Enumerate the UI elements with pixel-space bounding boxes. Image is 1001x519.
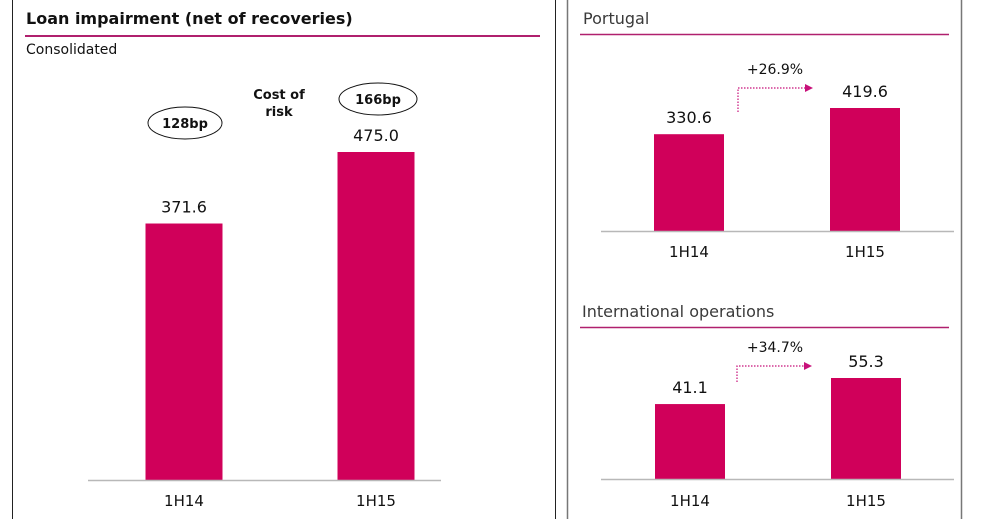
- international-arrowhead-icon: [804, 362, 812, 370]
- portugal-growth-arrow: [737, 87, 806, 112]
- cost-of-risk-1h14: 128bp: [162, 117, 208, 132]
- international-value-label-1h15: 55.3: [848, 352, 884, 371]
- international-value-label-1h14: 41.1: [672, 378, 708, 397]
- consolidated-bar-1h15: [337, 152, 415, 481]
- consolidated-tick-label-1h14: 1H14: [164, 492, 204, 510]
- consolidated-bar-1h14: [145, 223, 223, 481]
- consolidated-value-label-1h14: 371.6: [161, 198, 207, 217]
- portugal-arrowhead-icon: [805, 84, 813, 92]
- consolidated-title: Loan impairment (net of recoveries): [26, 9, 353, 28]
- international-change-label: +34.7%: [747, 340, 803, 356]
- international-tick-label-1h14: 1H14: [670, 492, 710, 510]
- consolidated-subtitle: Consolidated: [26, 42, 117, 58]
- cost-of-risk-ellipse-1h15: [338, 82, 418, 116]
- portugal-value-label-1h15: 419.6: [842, 82, 888, 101]
- portugal-change-label: +26.9%: [747, 62, 803, 78]
- international-tick-label-1h15: 1H15: [846, 492, 886, 510]
- portugal-title: Portugal: [583, 9, 649, 28]
- international-title: International operations: [582, 302, 774, 321]
- portugal-tick-label-1h15: 1H15: [845, 243, 885, 261]
- international-bar-1h14: [655, 404, 725, 480]
- portugal-tick-label-1h14: 1H14: [669, 243, 709, 261]
- international-growth-arrow: [736, 365, 805, 382]
- portugal-value-label-1h14: 330.6: [666, 108, 712, 127]
- cost-of-risk-label-line1: Cost of: [253, 88, 305, 103]
- cost-of-risk-ellipse-1h14: [147, 106, 223, 140]
- cost-of-risk-1h15: 166bp: [355, 93, 401, 108]
- international-bar-1h15: [831, 378, 901, 480]
- consolidated-value-label-1h15: 475.0: [353, 126, 399, 145]
- portugal-bar-1h14: [654, 134, 724, 232]
- consolidated-tick-label-1h15: 1H15: [356, 492, 396, 510]
- cost-of-risk-label-line2: risk: [265, 105, 293, 120]
- portugal-bar-1h15: [830, 108, 900, 232]
